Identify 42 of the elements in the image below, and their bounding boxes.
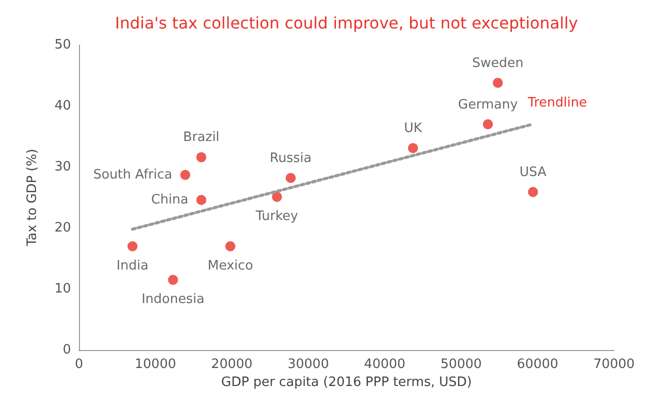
- x-tick-label: 60000: [516, 357, 558, 372]
- x-tick-label: 70000: [593, 357, 635, 372]
- point: [196, 194, 206, 205]
- point: [168, 274, 178, 285]
- point: [492, 78, 503, 88]
- data-label: UK: [404, 121, 422, 136]
- chart-title: India's tax collection could improve, but not exceptionally: [115, 14, 578, 32]
- data-label: South Africa: [93, 167, 172, 182]
- data-label: Sweden: [472, 56, 524, 71]
- point: [408, 143, 418, 154]
- point: [528, 187, 538, 198]
- y-tick-label: 50: [54, 38, 71, 52]
- data-label: India: [116, 258, 148, 274]
- y-tick-label: 0: [62, 342, 71, 358]
- point: [128, 241, 138, 252]
- point: [180, 170, 190, 180]
- x-tick-label: 50000: [440, 357, 482, 372]
- x-tick-label: 10000: [134, 357, 176, 372]
- data-label: Russia: [270, 150, 312, 166]
- point: [272, 192, 282, 202]
- point: [482, 119, 493, 130]
- data-label: Indonesia: [142, 292, 204, 307]
- data-label: Brazil: [183, 130, 220, 146]
- series-label: Trendline: [526, 95, 587, 110]
- y-tick-label: 10: [54, 282, 71, 296]
- x-tick-label: 20000: [211, 357, 253, 372]
- data-label: Mexico: [208, 258, 254, 274]
- data-label: Turkey: [254, 208, 298, 224]
- x-tick-label: 40000: [364, 357, 406, 372]
- y-tick-label: 20: [54, 220, 71, 236]
- data-label: USA: [520, 165, 547, 180]
- x-tick-label: 30000: [288, 357, 329, 372]
- y-axis-title: Tax to GDP (%): [25, 148, 40, 248]
- point: [196, 152, 206, 162]
- y-tick-label: 30: [54, 160, 71, 174]
- data-label: China: [151, 192, 188, 208]
- x-tick-label: 0: [74, 357, 84, 372]
- point: [286, 172, 296, 183]
- y-tick-label: 40: [54, 98, 71, 114]
- x-axis-title: GDP per capita (2016 PPP terms, USD): [221, 374, 472, 390]
- point: [225, 241, 236, 252]
- data-label: Germany: [458, 97, 518, 112]
